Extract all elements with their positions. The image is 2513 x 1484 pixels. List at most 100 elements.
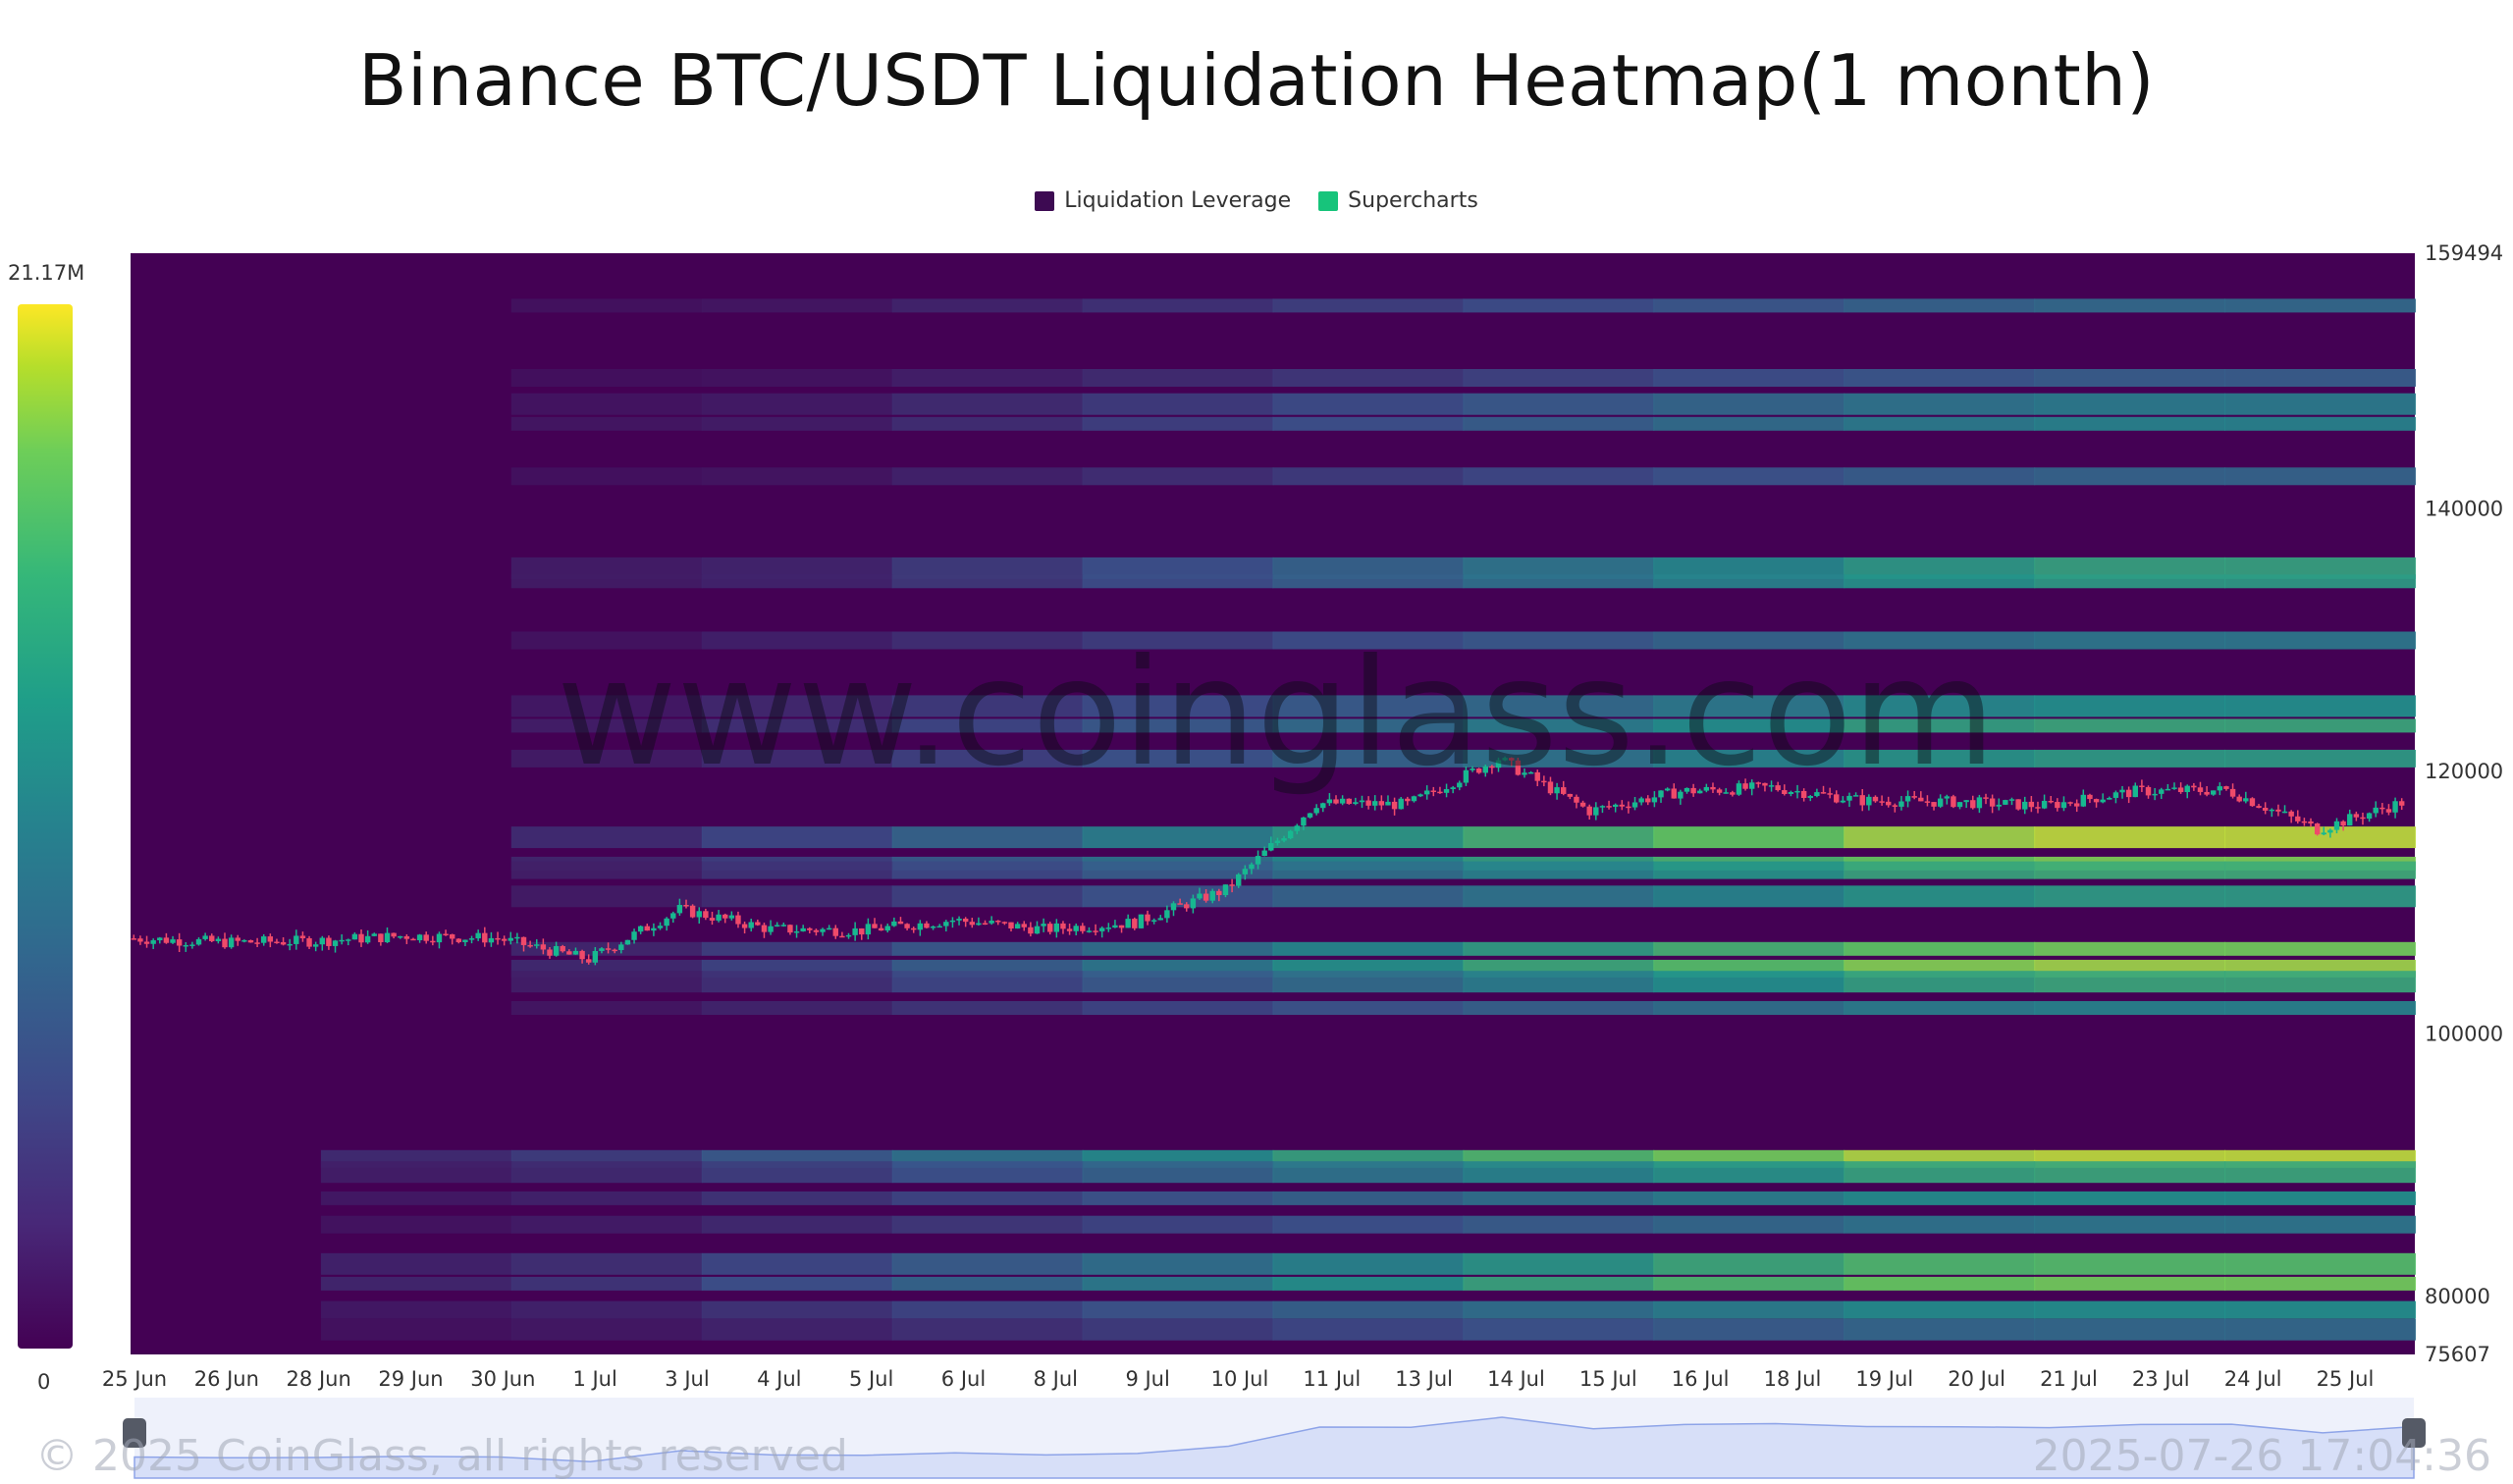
candle-body: [865, 924, 872, 935]
candle-body: [1423, 790, 1430, 795]
candle-body: [436, 933, 443, 943]
candle-body: [553, 945, 560, 956]
heat-band-cell: [510, 298, 703, 313]
candle-body: [1066, 928, 1073, 931]
legend-label-liquidation-leverage: Liquidation Leverage: [1064, 188, 1292, 213]
candle-body: [1255, 856, 1261, 865]
heat-band-cell: [701, 885, 893, 908]
navigator-handle-left[interactable]: [123, 1418, 146, 1448]
heat-band-cell: [2224, 298, 2416, 313]
candle-body: [1359, 800, 1365, 803]
candle-body: [2314, 823, 2321, 835]
candle-body: [1307, 813, 1313, 818]
candle-body: [462, 939, 468, 942]
candle-body: [1606, 806, 1612, 808]
candle-body: [2379, 807, 2385, 810]
heat-band-cell: [1844, 467, 2036, 486]
heat-band-cell: [320, 1318, 512, 1341]
heat-band-cell: [1463, 1191, 1655, 1205]
candle-body: [1951, 796, 1956, 808]
navigator-handle-right[interactable]: [2402, 1418, 2426, 1448]
heat-band-cell: [2034, 718, 2226, 733]
heat-band-cell: [1463, 1215, 1655, 1234]
colorbar: [18, 304, 73, 1349]
candle-body: [2197, 787, 2204, 792]
candle-body: [351, 933, 358, 940]
legend-item-liquidation-leverage[interactable]: Liquidation Leverage: [1035, 188, 1291, 213]
candle-body: [287, 943, 293, 946]
heat-band-cell: [1463, 467, 1655, 486]
candle-body: [2008, 799, 2015, 801]
candle-body: [1976, 797, 1983, 809]
x-tick-label: 18 Jul: [1764, 1367, 1822, 1391]
candle-body: [1593, 807, 1599, 816]
heat-band-cell: [1082, 749, 1274, 768]
candle-body: [1249, 864, 1255, 870]
candle-body: [1840, 800, 1846, 803]
heat-band-cell: [2034, 695, 2226, 717]
heat-band-cell: [701, 416, 893, 431]
candle-body: [904, 924, 910, 928]
x-axis-labels: 25 Jun 26 Jun 28 Jun 29 Jun 30 Jun 1 Jul 3 Jul…: [102, 1367, 2374, 1391]
heat-band-cell: [2224, 631, 2416, 650]
candle-body: [651, 928, 657, 931]
x-tick-label: 1 Jul: [572, 1367, 616, 1391]
candle-body: [150, 940, 156, 944]
candle-body: [2301, 821, 2308, 823]
candle-body: [1671, 788, 1677, 799]
candle-body: [294, 935, 299, 944]
candle-body: [2165, 788, 2171, 791]
heat-band-cell: [1082, 298, 1274, 313]
heat-band-cell: [2034, 1191, 2226, 1205]
candle-body: [1664, 788, 1671, 791]
heat-band-cell: [701, 1191, 893, 1205]
candle-body: [2360, 817, 2366, 820]
heat-band-cell: [510, 1318, 703, 1341]
candle-body: [228, 937, 235, 948]
candle-body: [540, 944, 547, 950]
candle-body: [1197, 893, 1203, 899]
time-navigator[interactable]: [123, 1398, 2426, 1479]
candle-body: [2015, 799, 2021, 810]
heat-band-cell: [1082, 941, 1274, 956]
x-tick-label: 29 Jun: [378, 1367, 443, 1391]
heat-band-cell: [1844, 369, 2036, 387]
candle-body: [2262, 808, 2269, 811]
heat-band-cell: [891, 393, 1084, 415]
candle-body: [1834, 794, 1840, 803]
candle-body: [1365, 800, 1371, 806]
heat-band-cell: [1082, 467, 1274, 486]
heat-band-cell: [2034, 1318, 2226, 1341]
candle-body: [800, 928, 806, 931]
y-tick-label: 140000: [2425, 498, 2503, 521]
candle-body: [1762, 782, 1768, 786]
heat-band-cell: [1844, 1161, 2036, 1184]
candle-body: [2060, 802, 2067, 809]
x-tick-label: 24 Jul: [2224, 1367, 2282, 1391]
x-tick-label: 25 Jun: [102, 1367, 167, 1391]
candle-body: [586, 959, 592, 963]
candle-body: [1996, 804, 2002, 807]
candle-body: [1281, 838, 1287, 841]
heat-band-cell: [1463, 971, 1655, 993]
candle-body: [657, 926, 664, 928]
candle-body: [1301, 817, 1307, 826]
heat-band-cell: [2034, 861, 2226, 879]
candle-body: [911, 928, 917, 930]
legend-swatch-supercharts: [1318, 190, 1339, 211]
heat-band-cell: [2034, 467, 2226, 486]
candle-body: [371, 933, 377, 936]
candle-body: [566, 951, 572, 955]
candle-body: [1145, 914, 1150, 922]
heat-band-cell: [1272, 1191, 1465, 1205]
candle-body: [1963, 800, 1969, 803]
heat-band-cell: [1272, 861, 1465, 879]
candle-body: [1014, 924, 1021, 928]
legend-item-supercharts[interactable]: Supercharts: [1318, 188, 1478, 213]
heat-band-cell: [510, 1191, 703, 1205]
heat-band-cell: [510, 971, 703, 993]
candle-body: [1690, 787, 1696, 794]
heat-band-cell: [1272, 467, 1465, 486]
footer-timestamp: 2025-07-26 17:04:36: [2032, 1431, 2491, 1481]
candle-body: [306, 937, 312, 947]
